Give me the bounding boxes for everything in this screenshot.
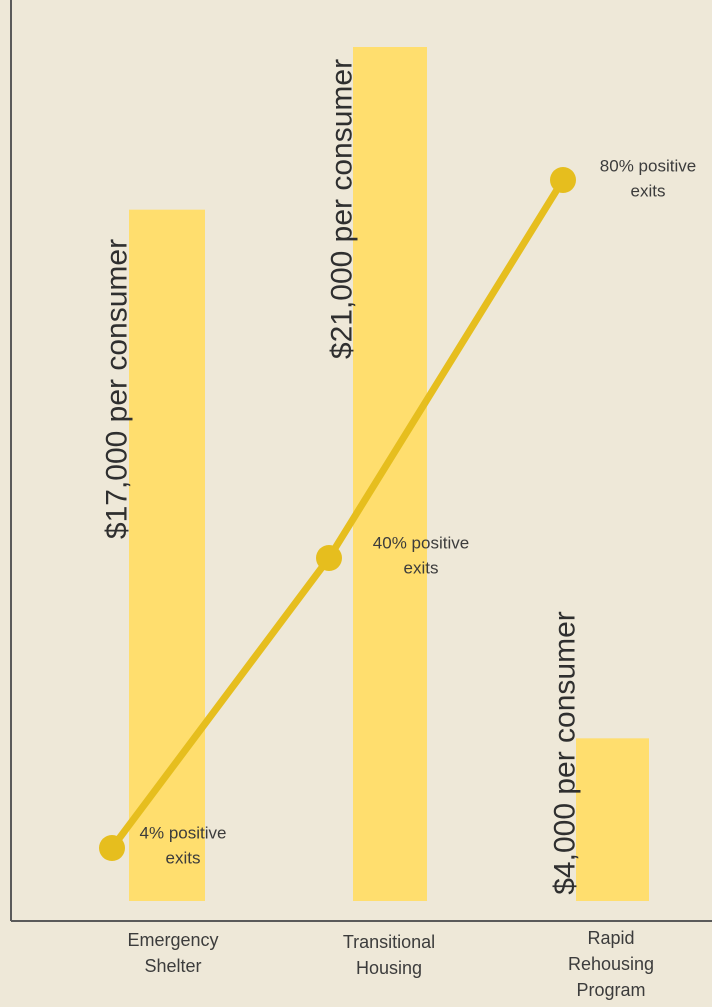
line-value-label-1-line-2: exits (166, 849, 201, 868)
bar-value-label-2: $21,000 per consumer (326, 59, 359, 359)
line-value-label-1-line-1: 4% positive (140, 824, 227, 843)
line-point-2 (316, 545, 342, 571)
bar-3 (576, 738, 649, 901)
line-value-label-2-line-1: 40% positive (373, 534, 469, 553)
x-tick-label-2-line-2: Housing (356, 958, 422, 978)
x-tick-label-1-line-2: Shelter (144, 956, 201, 976)
x-tick-label-3-line-1: Rapid (587, 928, 634, 948)
line-point-3 (550, 167, 576, 193)
line-value-label-3-line-1: 80% positive (600, 157, 696, 176)
x-tick-label-3-line-2: Rehousing (568, 954, 654, 974)
bar-value-label-3: $4,000 per consumer (549, 611, 582, 895)
line-point-1 (99, 835, 125, 861)
bar-2 (353, 47, 427, 901)
bar-1 (129, 209, 205, 901)
bar-value-label-1: $17,000 per consumer (101, 239, 134, 539)
line-value-label-2-line-2: exits (404, 559, 439, 578)
line-value-label-3-line-2: exits (631, 182, 666, 201)
x-tick-label-3-line-3: Program (576, 980, 645, 1000)
x-tick-label-2-line-1: Transitional (343, 932, 435, 952)
x-tick-label-1-line-1: Emergency (127, 930, 218, 950)
